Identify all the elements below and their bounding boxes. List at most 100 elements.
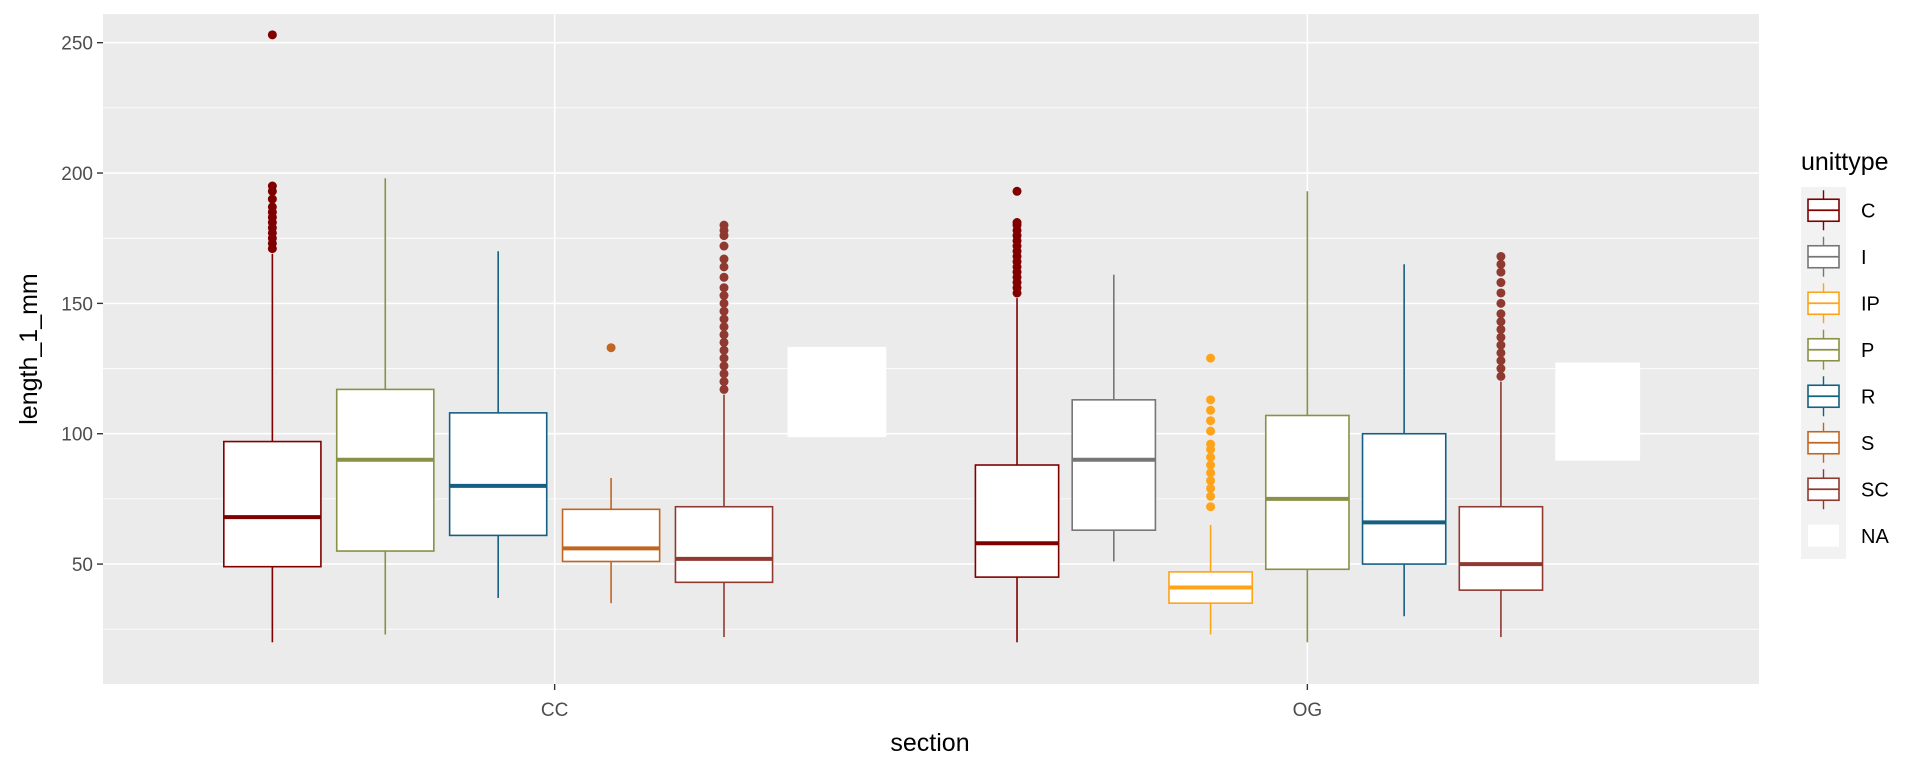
outlier-point [1496, 371, 1506, 381]
outlier-point [719, 241, 729, 251]
outlier-point [1496, 317, 1506, 327]
x-tick-label: OG [1293, 700, 1323, 721]
outlier-point [1206, 395, 1216, 405]
box-body [1071, 399, 1157, 531]
box-CC-C [223, 30, 322, 643]
outlier-point [267, 181, 277, 191]
outlier-point [1206, 502, 1216, 512]
outlier-point [719, 337, 729, 347]
outlier-point [719, 291, 729, 301]
legend-entry-C: C [1807, 190, 1875, 231]
outlier-point [1496, 288, 1506, 298]
boxplot-series [223, 30, 1641, 643]
box-CC-P [335, 178, 435, 635]
legend-label: S [1861, 433, 1874, 455]
box-body [674, 505, 774, 584]
outlier-point [719, 345, 729, 355]
outlier-point [719, 298, 729, 308]
outlier-point [1496, 332, 1506, 342]
legend-entry-IP: IP [1807, 283, 1880, 324]
box-body [1555, 362, 1641, 461]
box-body [561, 508, 661, 563]
legend-entry-P: P [1807, 329, 1874, 370]
outlier-point [719, 369, 729, 379]
outlier-point [1496, 348, 1506, 358]
legend: unittype C I IP P R S SC NA [1801, 148, 1889, 559]
legend-label: NA [1861, 526, 1889, 548]
outlier-point [719, 306, 729, 316]
x-tick-label: CC [541, 700, 568, 721]
outlier-point [1206, 468, 1216, 478]
y-tick-label: 50 [72, 555, 93, 576]
outlier-point [1206, 426, 1216, 436]
outlier-point [719, 353, 729, 363]
legend-label: IP [1861, 293, 1880, 315]
outlier-point [719, 384, 729, 394]
legend-entries: C I IP P R S SC NA [1807, 190, 1889, 548]
outlier-point [1496, 309, 1506, 319]
box-OG-I [1071, 274, 1157, 562]
legend-label: C [1861, 200, 1875, 222]
outlier-point [719, 322, 729, 332]
outlier-point [719, 262, 729, 272]
legend-label: R [1861, 386, 1875, 408]
outlier-point [719, 330, 729, 340]
y-axis-ticks: 50 100 150 200 250 [61, 34, 103, 576]
y-tick-label: 150 [61, 294, 93, 315]
outlier-point [1496, 364, 1506, 374]
box-body [1458, 505, 1544, 591]
legend-key-box [1808, 524, 1839, 547]
box-body [974, 464, 1060, 578]
outlier-point [1206, 483, 1216, 493]
legend-entry-S: S [1807, 422, 1874, 463]
box-OG-SC [1458, 251, 1544, 638]
box-body [787, 346, 887, 438]
outlier-point [267, 194, 277, 204]
outlier-point [1206, 416, 1216, 426]
outlier-point [1206, 353, 1216, 363]
outlier-point [719, 272, 729, 282]
outlier-point [1206, 405, 1216, 415]
outlier-point [1496, 340, 1506, 350]
legend-entry-I: I [1807, 236, 1867, 277]
box-CC-S [561, 343, 661, 604]
outlier-point [719, 377, 729, 387]
outlier-point [719, 283, 729, 293]
legend-entry-SC: SC [1807, 469, 1889, 510]
outlier-point [719, 314, 729, 324]
outlier-point [1012, 186, 1022, 196]
outlier-point [1496, 267, 1506, 277]
box-OG-R [1361, 264, 1447, 617]
legend-entry-NA: NA [1808, 524, 1889, 548]
box-body [335, 388, 435, 552]
box-OG-P [1264, 191, 1350, 643]
legend-label: I [1861, 247, 1867, 269]
y-tick-label: 200 [61, 164, 93, 185]
box-CC-SC [674, 220, 774, 638]
legend-entry-R: R [1807, 376, 1875, 417]
outlier-point [606, 343, 616, 353]
box-body [1361, 432, 1447, 565]
outlier-point [1206, 476, 1216, 486]
outlier-point [1496, 259, 1506, 269]
y-axis-title: length_1_mm [15, 273, 43, 424]
y-tick-label: 100 [61, 425, 93, 446]
outlier-point [719, 254, 729, 264]
outlier-point [1206, 452, 1216, 462]
legend-label: SC [1861, 479, 1889, 501]
box-body [223, 440, 322, 568]
box-OG-C [974, 186, 1060, 643]
outlier-point [1496, 324, 1506, 334]
outlier-point [1496, 298, 1506, 308]
box-OG-NA [1555, 362, 1641, 461]
outlier-point [1206, 491, 1216, 501]
box-body [448, 412, 548, 537]
outlier-point [1206, 460, 1216, 470]
outlier-point [1496, 356, 1506, 366]
box-CC-R [448, 251, 548, 598]
legend-title: unittype [1801, 148, 1889, 176]
legend-label: P [1861, 340, 1874, 362]
outlier-point [1206, 439, 1216, 449]
x-axis-title: section [890, 729, 969, 757]
